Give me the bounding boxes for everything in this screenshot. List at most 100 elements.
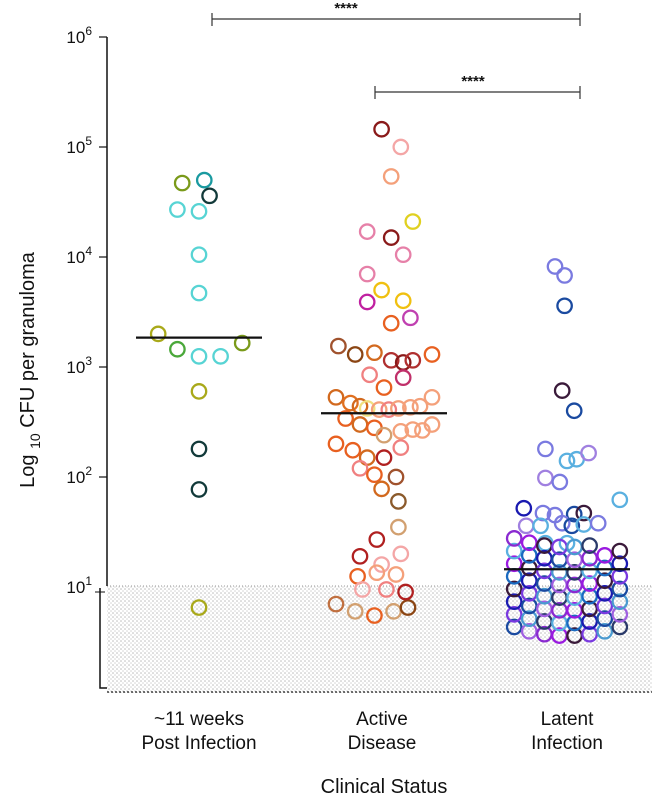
data-point — [351, 459, 369, 477]
data-point — [195, 171, 213, 189]
data-point — [611, 580, 629, 598]
data-point — [505, 618, 523, 636]
y-tick-label: 106 — [66, 24, 92, 47]
data-point — [346, 603, 364, 620]
data-point — [551, 473, 569, 491]
data-point — [358, 400, 376, 417]
data-point — [565, 402, 583, 420]
data-point — [382, 229, 400, 246]
y-tick-label: 103 — [66, 354, 92, 377]
category-label-active-disease: Active Disease — [348, 709, 417, 754]
data-point — [394, 246, 412, 264]
data-point — [581, 587, 598, 605]
data-point — [553, 382, 571, 399]
data-point — [589, 514, 607, 532]
data-point — [373, 120, 390, 138]
category-label-latent-infection: Latent Infection — [531, 709, 603, 754]
data-point — [581, 625, 598, 643]
data-point — [387, 468, 405, 486]
data-point — [351, 547, 369, 565]
significance-label-1: **** — [334, 0, 358, 17]
data-point — [342, 394, 359, 412]
data-point — [611, 542, 629, 560]
data-point — [596, 610, 614, 628]
data-point — [423, 346, 441, 363]
data-point — [534, 504, 552, 522]
data-point — [337, 410, 354, 427]
data-point — [346, 346, 364, 363]
data-point — [190, 383, 208, 400]
data-point — [358, 449, 376, 466]
significance-label-2: **** — [461, 73, 485, 90]
data-point — [233, 334, 251, 352]
data-point — [212, 347, 229, 365]
data-point — [382, 168, 400, 185]
data-point — [380, 401, 398, 418]
data-point — [327, 435, 345, 453]
data-point — [351, 416, 369, 433]
data-point — [505, 580, 523, 598]
data-point — [392, 439, 410, 456]
data-point — [354, 581, 371, 598]
data-point — [190, 347, 208, 365]
data-point — [366, 466, 383, 484]
data-point — [190, 440, 208, 458]
data-point — [201, 187, 218, 205]
data-point — [366, 344, 383, 362]
data-point — [611, 606, 629, 623]
data-point — [368, 531, 386, 548]
data-point — [404, 213, 422, 230]
data-point — [382, 314, 400, 332]
data-point — [520, 584, 538, 602]
data-point — [520, 572, 538, 590]
data-point — [581, 537, 598, 554]
data-point — [611, 593, 629, 611]
data-point — [190, 481, 208, 498]
data-point — [344, 441, 362, 459]
data-point — [169, 201, 186, 218]
data-point — [520, 622, 538, 640]
data-point — [375, 449, 393, 466]
data-point — [149, 325, 167, 343]
category-label-line1: Active — [356, 709, 408, 730]
category-label-line2: Post Infection — [141, 733, 256, 754]
significance-bracket-2: **** — [374, 73, 581, 99]
significance-bracket-1: **** — [211, 0, 581, 26]
data-point — [517, 517, 535, 535]
data-point — [190, 246, 208, 264]
data-point — [520, 610, 538, 628]
category-label-line2: Infection — [531, 733, 603, 754]
data-point — [520, 534, 538, 552]
data-point — [402, 309, 419, 327]
data-point — [392, 423, 410, 440]
y-tick-label: 105 — [66, 134, 92, 157]
data-point — [505, 593, 523, 611]
data-point — [190, 599, 208, 616]
data-point — [378, 581, 395, 598]
data-point — [173, 174, 191, 192]
data-point — [375, 379, 393, 396]
data-point — [581, 575, 598, 592]
data-point — [565, 505, 583, 523]
data-point — [404, 421, 422, 438]
data-point — [532, 517, 549, 535]
data-point — [556, 267, 573, 284]
data-point — [423, 388, 441, 406]
data-point — [520, 547, 538, 564]
data-point — [537, 440, 554, 458]
data-point — [358, 265, 376, 283]
y-tick-label: 102 — [66, 464, 92, 487]
category-label-line1: Latent — [541, 709, 595, 730]
data-point — [330, 337, 347, 355]
data-point — [515, 499, 533, 517]
data-point — [390, 400, 407, 417]
data-point — [596, 597, 614, 615]
data-point — [327, 595, 345, 613]
data-point — [546, 258, 564, 275]
data-point — [596, 622, 614, 640]
y-axis-break-segment — [99, 588, 107, 689]
data-point — [580, 444, 597, 462]
data-point — [397, 583, 414, 601]
data-point — [402, 398, 419, 416]
data-point — [358, 293, 376, 311]
